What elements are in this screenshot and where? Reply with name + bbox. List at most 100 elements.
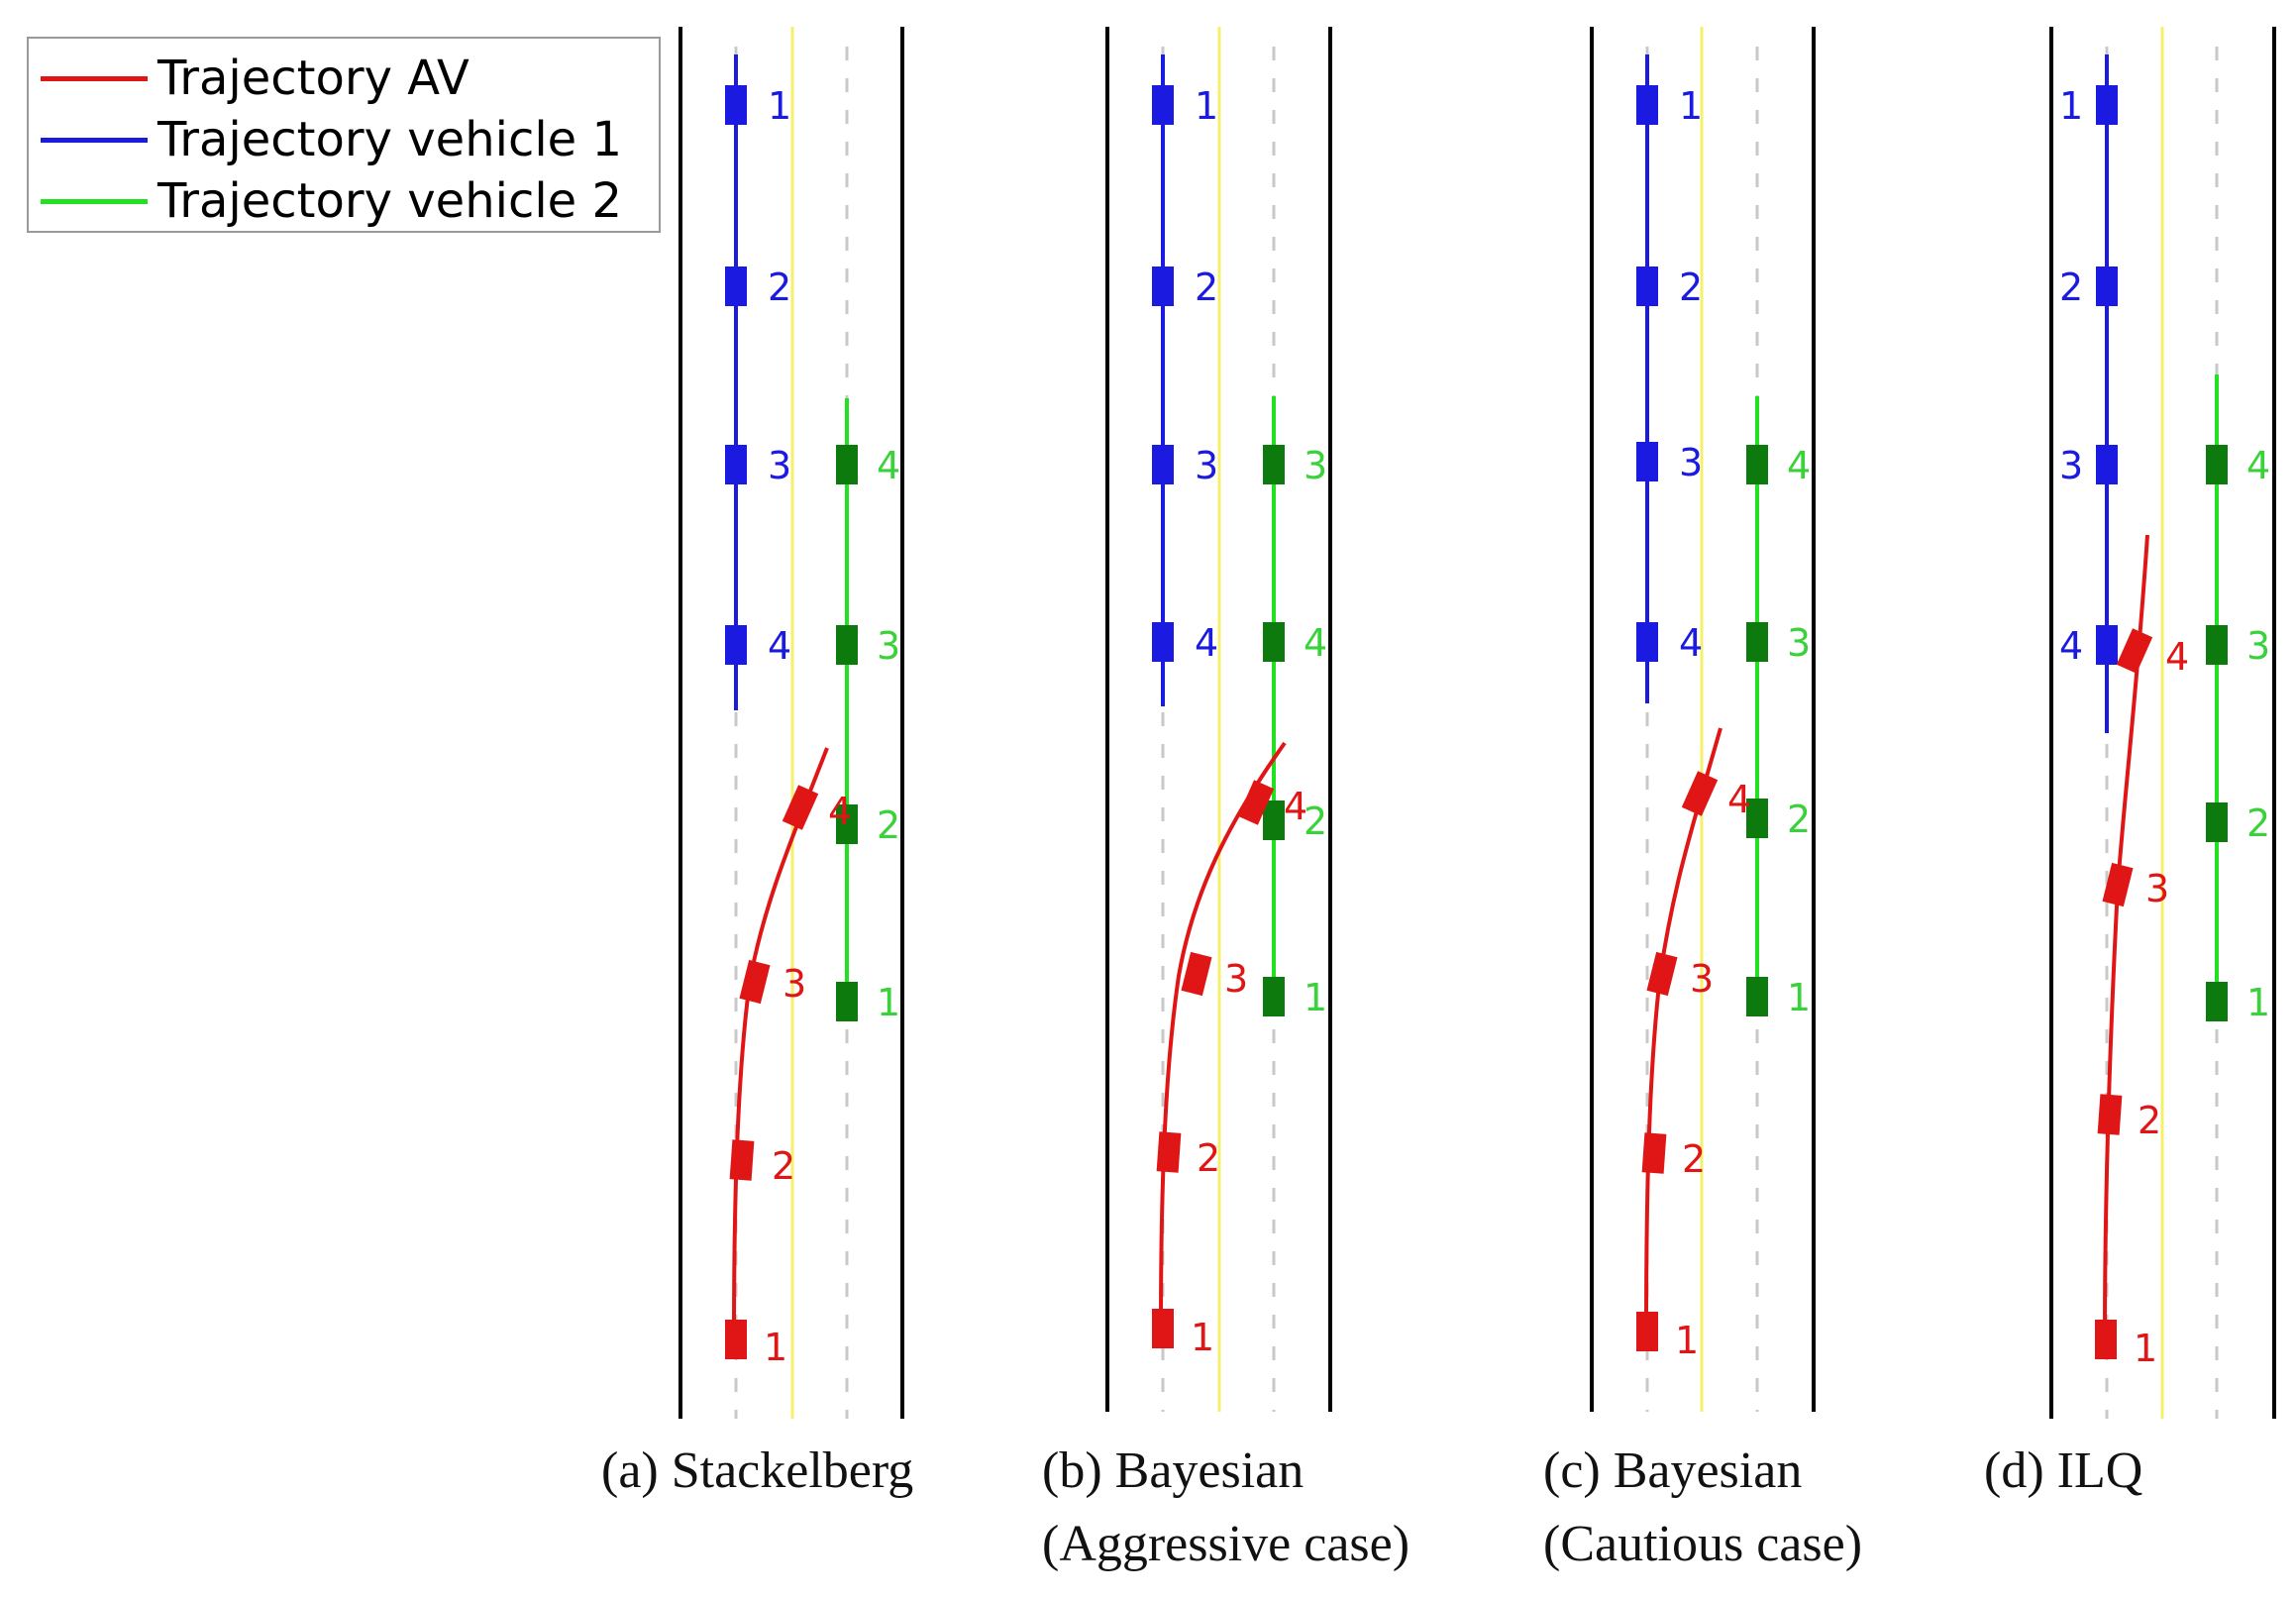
panel-b-vehicle-1-marker-3 [1152,445,1174,484]
panel-d-av-marker-4 [2116,628,2153,674]
panel-a-vehicle-2-marker-4 [836,445,858,484]
caption-a-line-1: (a) Stackelberg [601,1442,914,1499]
panel-d-vehicle-2-label-1: 1 [2246,981,2270,1024]
caption-c: (c) Bayesian (Cautious case) [1543,1435,1862,1581]
panel-c-vehicle-1-label-2: 2 [1679,266,1703,309]
panel-a-av-marker-2 [729,1139,755,1181]
panel-d-vehicle-1-label-1: 1 [2059,84,2083,128]
panel-a-av-label-3: 3 [783,962,806,1006]
panel-c-vehicle-2-label-4: 4 [1787,444,1811,487]
legend-swatch-vehicle-1 [41,138,148,143]
panel-a-vehicle-2-label-2: 2 [877,803,900,847]
panel-b-vehicle-2-marker-4 [1263,622,1285,662]
panel-d-vehicle-1-label-2: 2 [2059,266,2083,309]
panel-b-av-label-1: 1 [1191,1316,1214,1359]
panel-b-vehicle-2-marker-2 [1263,800,1285,840]
panel-a-vehicle-1-marker-4 [725,625,747,665]
panel-d-av-marker-1 [2095,1320,2117,1359]
panel-a-av-trajectory [732,747,829,1338]
panel-d-av-label-1: 1 [2134,1327,2157,1370]
caption-b-line-2: (Aggressive case) [1042,1516,1410,1572]
panel-c-av-marker-4 [1681,771,1719,816]
panel-d-av-label-3: 3 [2145,867,2169,910]
panel-c-vehicle-2-marker-1 [1746,977,1768,1016]
legend-entry-av: Trajectory AV [29,49,659,108]
legend-swatch-vehicle-2 [41,199,148,204]
panel-c-vehicle-1-marker-1 [1636,85,1658,125]
caption-d-line-1: (d) ILQ [1984,1442,2143,1499]
panel-b-vehicle-1-marker-4 [1152,622,1174,662]
panel-c-vehicle-1-marker-4 [1636,622,1658,662]
legend-swatch-av [41,76,148,81]
panel-c-av-marker-3 [1646,951,1678,997]
panel-d-vehicle-2-label-4: 4 [2246,444,2270,487]
panel-a-av-label-1: 1 [764,1326,787,1369]
panel-a-vehicle-2-label-3: 3 [877,624,900,668]
panel-c-vehicle-1-label-4: 4 [1679,621,1703,665]
panel-b-vehicle-2-label-4: 4 [1304,621,1327,665]
legend-label-vehicle-2: Trajectory vehicle 2 [157,173,623,229]
panel-c-av-label-2: 2 [1682,1137,1706,1181]
panel-c-vehicle-2-marker-4 [1746,445,1768,484]
panel-c-av-marker-2 [1641,1132,1667,1174]
panel-c-vehicle-1-marker-3 [1636,442,1658,481]
panel-d-vehicle-2-marker-3 [2206,625,2228,665]
panel-d-vehicle-1-marker-1 [2096,85,2118,125]
panel-c-vehicle-2-marker-3 [1746,622,1768,662]
panel-b-av-label-3: 3 [1224,957,1248,1001]
panel-b-vehicle-1-marker-1 [1152,85,1174,125]
panel-d-vehicle-2-marker-4 [2206,445,2228,484]
panel-d-av-marker-3 [2102,862,2134,907]
caption-a: (a) Stackelberg [601,1435,913,1508]
panel-b-av-label-4: 4 [1284,785,1307,828]
panel-a-av-marker-4 [782,785,819,830]
panel-b-av-trajectory [1159,741,1287,1329]
panel-d-vehicle-2-marker-2 [2206,802,2228,842]
caption-d: (d) ILQ [1984,1435,2142,1508]
panel-c-av-label-4: 4 [1727,778,1751,821]
legend: Trajectory AV Trajectory vehicle 1 Traje… [27,37,661,233]
panel-b-vehicle-1-label-2: 2 [1195,266,1218,309]
panel-b-vehicle-1-marker-2 [1152,267,1174,306]
panel-c-vehicle-1-label-1: 1 [1679,84,1703,128]
caption-b-line-1: (b) Bayesian [1042,1442,1305,1499]
legend-label-av: Trajectory AV [157,51,470,106]
panel-a-av-marker-1 [725,1320,747,1359]
panel-d-vehicle-2-marker-1 [2206,982,2228,1021]
panel-c-av-marker-1 [1636,1312,1658,1351]
panel-a-vehicle-2-marker-3 [836,625,858,665]
panel-d-vehicle-1-marker-3 [2096,445,2118,484]
panel-a-vehicle-1-marker-3 [725,445,747,484]
panel-c-vehicle-2-label-2: 2 [1787,798,1811,841]
panel-a-vehicle-2-marker-2 [836,804,858,844]
panel-b-av-marker-1 [1152,1309,1174,1348]
panel-a-vehicle-1-label-4: 4 [768,624,791,668]
panel-d-vehicle-1-marker-4 [2096,625,2118,665]
panel-b-vehicle-2-label-1: 1 [1304,976,1327,1019]
panel-a-av-marker-3 [739,959,771,1005]
caption-c-line-1: (c) Bayesian [1543,1442,1803,1499]
legend-label-vehicle-1: Trajectory vehicle 1 [157,112,623,167]
panel-b-vehicle-2-label-3: 3 [1304,444,1327,487]
panel-b-vehicle-2-marker-3 [1263,445,1285,484]
panel-c-vehicle-2-label-3: 3 [1787,621,1811,665]
caption-c-line-2: (Cautious case) [1543,1516,1863,1572]
panel-d-av-label-4: 4 [2165,635,2189,679]
panel-a-vehicle-1-marker-1 [725,85,747,125]
panel-d-av-label-2: 2 [2138,1099,2161,1142]
panel-c-vehicle-2-marker-2 [1746,799,1768,838]
panel-a-vehicle-1-label-1: 1 [768,84,791,128]
panel-d-vehicle-1-label-3: 3 [2059,444,2083,487]
panel-c-av-trajectory [1644,727,1722,1331]
panel-c-vehicle-1-marker-2 [1636,267,1658,306]
panel-a-av-label-2: 2 [772,1144,795,1188]
panel-a-av-label-4: 4 [828,790,852,833]
panel-c-vehicle-2-label-1: 1 [1787,976,1811,1019]
panel-b-vehicle-2-label-2: 2 [1304,800,1327,843]
panel-a-vehicle-1-label-3: 3 [768,444,791,487]
panel-b-vehicle-1-label-1: 1 [1195,84,1218,128]
legend-entry-vehicle-2: Trajectory vehicle 2 [29,171,659,231]
panel-c-av-label-1: 1 [1675,1319,1699,1362]
